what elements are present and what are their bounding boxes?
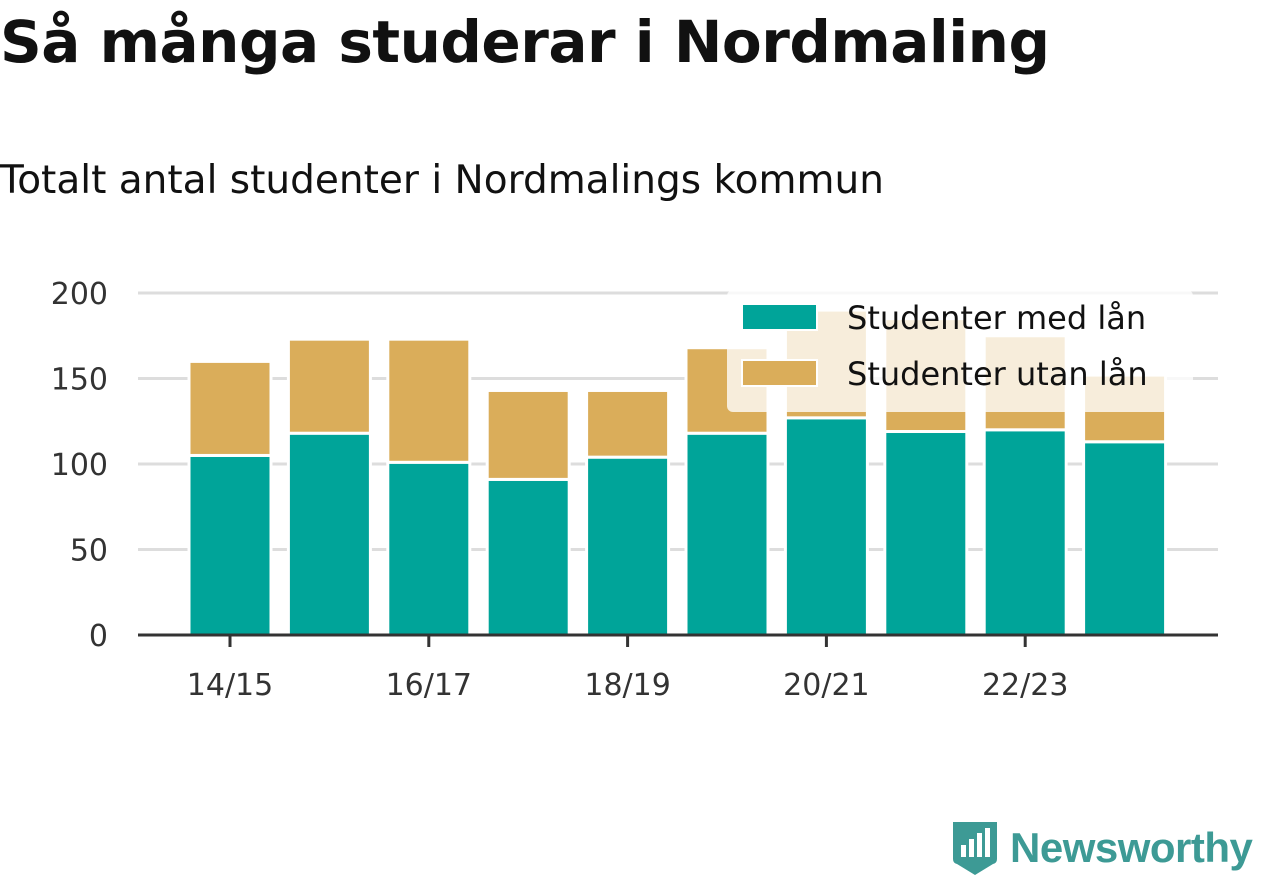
bar-med-lan (386, 460, 472, 637)
chart-subtitle: Totalt antal studenter i Nordmalings kom… (0, 158, 884, 203)
bar-med-lan (783, 416, 869, 637)
bar-med-lan (684, 431, 770, 637)
bar-utan-lan (585, 388, 671, 459)
brand-logo: Newsworthy (950, 818, 1253, 878)
bar-med-lan (585, 455, 671, 637)
bar-med-lan (982, 428, 1068, 637)
bar-chart-badge-icon (953, 822, 997, 875)
chart-title: Så många studerar i Nordmaling (0, 8, 1050, 76)
legend-label: Studenter med lån (847, 299, 1146, 337)
brand-name: Newsworthy (1010, 824, 1253, 871)
bar-utan-lan (187, 359, 273, 457)
x-tick-label: 20/21 (783, 668, 869, 703)
legend-box (727, 290, 1193, 412)
x-tick-label: 22/23 (982, 668, 1068, 703)
y-tick-label: 100 (51, 448, 108, 483)
bar-utan-lan (485, 388, 571, 481)
y-tick-label: 0 (89, 619, 108, 654)
legend-swatch (741, 359, 818, 387)
bar-med-lan (485, 477, 571, 637)
x-tick-label: 16/17 (386, 668, 472, 703)
bar-med-lan (883, 430, 969, 637)
bar-med-lan (286, 431, 372, 637)
x-tick-label: 14/15 (187, 668, 273, 703)
bar-med-lan (1082, 440, 1168, 637)
y-tick-label: 50 (70, 534, 108, 569)
x-tick-label: 18/19 (584, 668, 670, 703)
bar-utan-lan (286, 337, 372, 435)
legend-swatch (741, 303, 818, 331)
legend-label: Studenter utan lån (847, 355, 1148, 393)
y-tick-label: 200 (51, 277, 108, 312)
bar-med-lan (187, 453, 273, 637)
bar-utan-lan (386, 337, 472, 464)
y-tick-label: 150 (51, 363, 108, 398)
